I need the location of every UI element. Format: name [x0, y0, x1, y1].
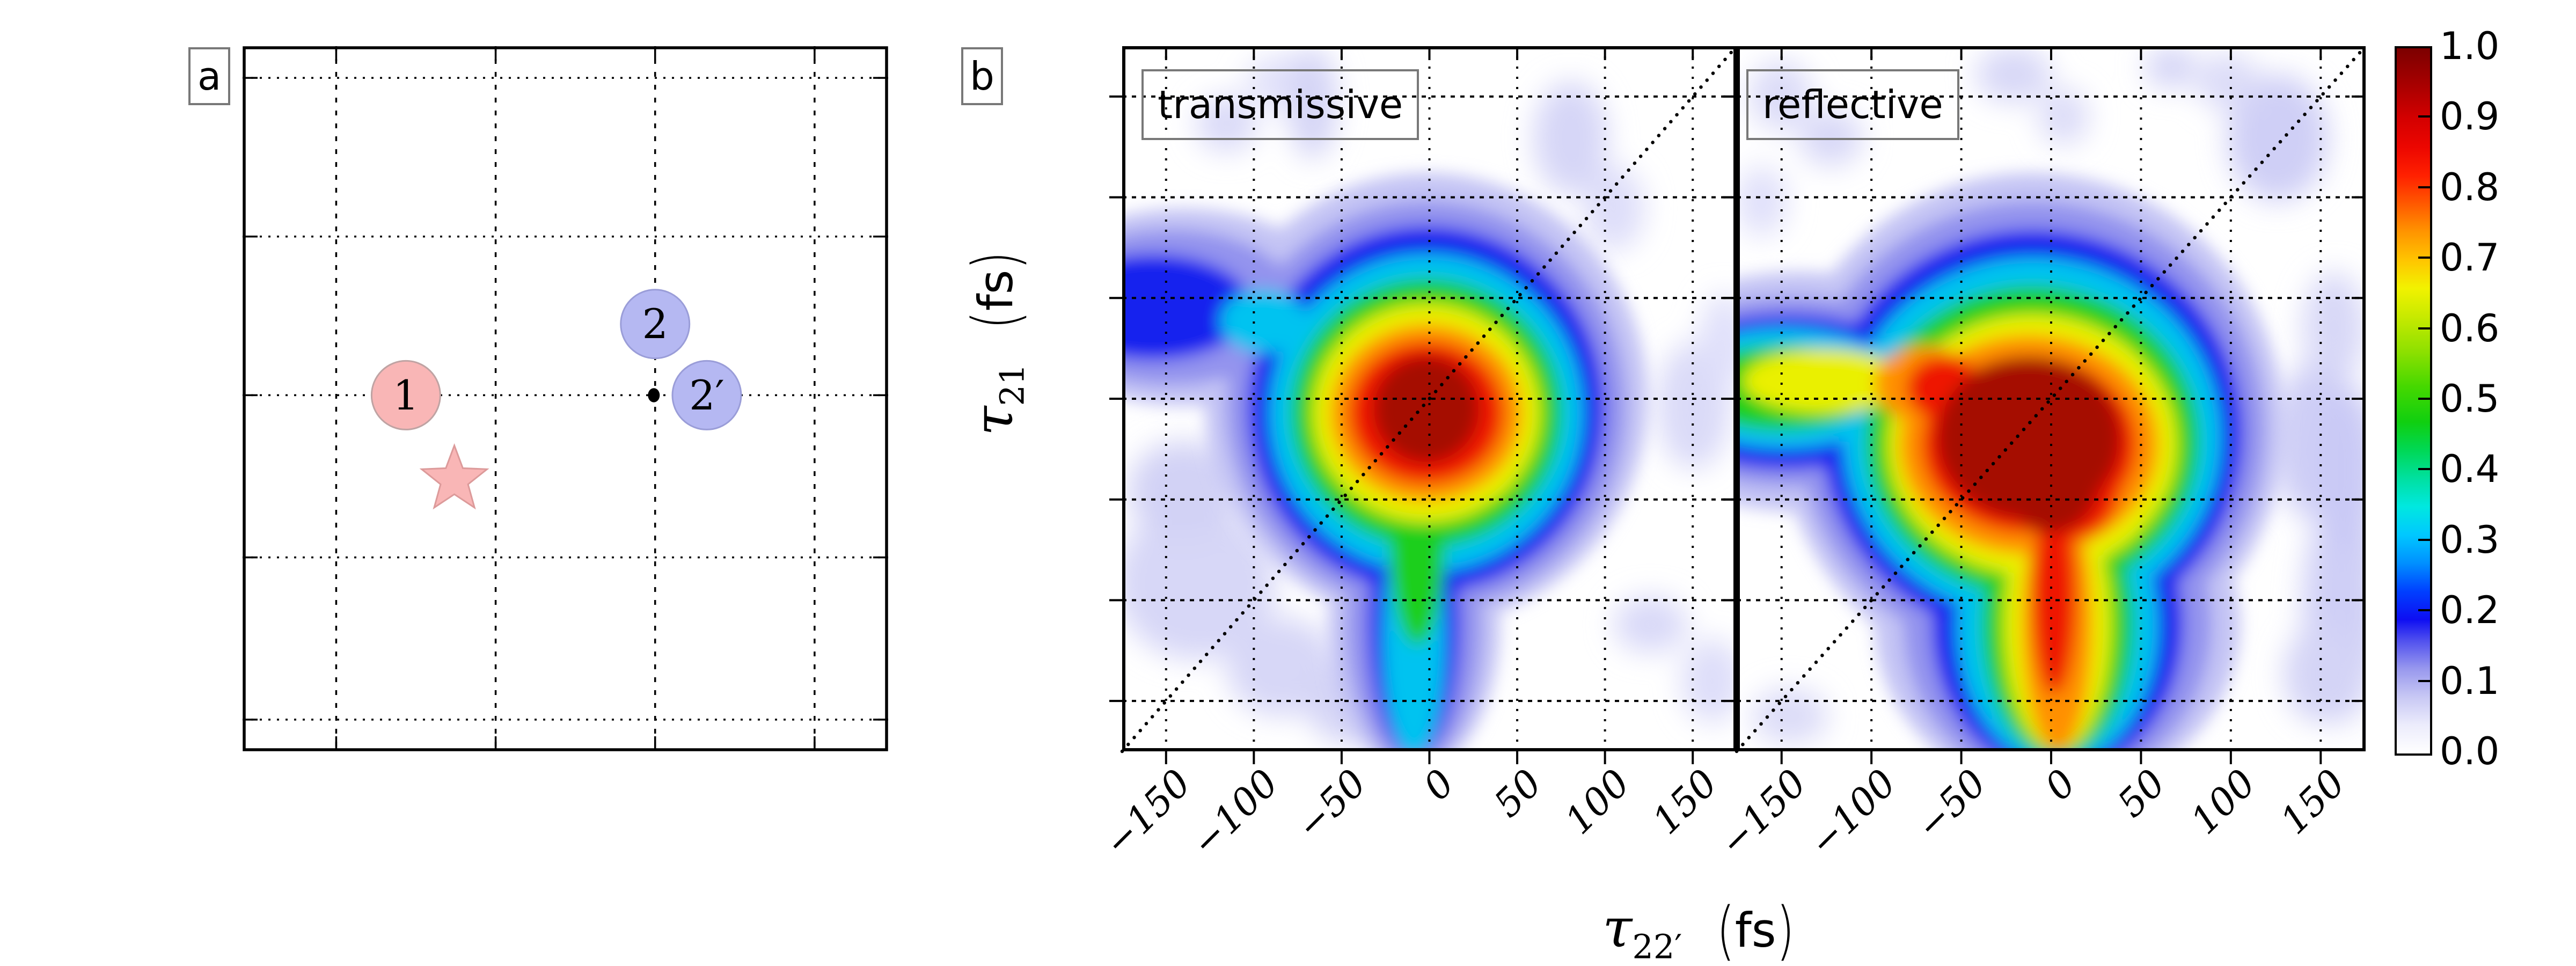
x-axis-unit-close: ): [1776, 892, 1795, 966]
gridlines: [243, 46, 888, 751]
colorbar: [2395, 46, 2432, 756]
markers: 1 2 2′: [370, 289, 742, 510]
colorbar-tick-label: 0.8: [2440, 165, 2500, 209]
pulse-circle-2: [620, 289, 691, 360]
colorbar-tick: [2418, 679, 2430, 682]
colorbar-tick-label: 0.4: [2440, 447, 2500, 492]
contour-blobs: [1122, 173, 1648, 751]
x-tick-label: −100: [1183, 760, 1287, 865]
y-axis-unit-close: ): [958, 251, 1033, 270]
pulse-circle-2′: [671, 360, 742, 430]
colorbar-tick: [2418, 186, 2430, 188]
colorbar-tick: [2418, 609, 2430, 612]
pulse-circle-label: 2: [642, 300, 668, 348]
x-tick-label: −150: [1095, 760, 1199, 865]
colorbar-tick-label: 0.2: [2440, 588, 2500, 633]
y-axis-unit-text: fs: [968, 269, 1023, 311]
pulse-circle-label: 2′: [689, 371, 724, 419]
colorbar-tick: [2418, 468, 2430, 471]
heatmap-field: [1122, 46, 1737, 751]
diagonal-guide-line: [1120, 44, 1739, 753]
x-axis-subscript: 22′: [1632, 927, 1682, 966]
colorbar-tick: [2418, 327, 2430, 330]
colorbar-tick: [2418, 538, 2430, 541]
panel-a-plot: 1 2 2′: [243, 46, 888, 751]
y-axis-subscript: 21: [992, 363, 1032, 406]
pulse-circle-label: 1: [393, 371, 419, 419]
colorbar-tick-label: 0.1: [2440, 658, 2500, 703]
transmissive-heatmap: [1109, 44, 1739, 764]
colorbar-tick: [2418, 257, 2430, 259]
reference-dot: [648, 388, 660, 402]
reflective-heatmap: [1724, 44, 2368, 764]
y-axis-unit-open: (: [958, 311, 1033, 330]
gridlines: [1122, 46, 1737, 751]
colorbar-tick-label: 0.3: [2440, 517, 2500, 562]
panel-a-letter-box: a: [188, 47, 230, 105]
y-axis-label: τ 21 (fs): [958, 251, 1033, 436]
gridlines: [1737, 46, 2366, 751]
star-marker: [419, 443, 489, 510]
axis-ticks: [244, 48, 887, 750]
x-tick-label: −150: [1710, 760, 1815, 865]
axes-border: [243, 46, 888, 751]
x-axis-unit: (fs): [1716, 898, 1795, 962]
axes-border: [1737, 46, 2366, 751]
colorbar-tick: [2418, 398, 2430, 400]
panel-b-letter-box: b: [961, 47, 1003, 105]
faint-blobs: [1737, 46, 2366, 744]
x-tick-label: −100: [1800, 760, 1905, 865]
diagonal-guide-line: [1735, 44, 2368, 753]
colorbar-tick-label: 1.0: [2440, 24, 2500, 68]
contour-blobs: [1737, 173, 2284, 751]
x-axis-unit-text: fs: [1735, 903, 1776, 958]
transmissive-title-box: transmissive: [1141, 69, 1419, 140]
axis-ticks: [1724, 48, 2364, 764]
colorbar-tick: [2418, 115, 2430, 118]
colorbar-tick-label: 0.9: [2440, 94, 2500, 139]
pulse-circle-1: [370, 360, 441, 430]
y-axis-tau: τ: [962, 406, 1025, 436]
x-axis-label: τ 22′ (fs): [1602, 897, 1795, 963]
y-axis-unit: (fs): [958, 251, 1033, 330]
x-axis-tau: τ: [1602, 897, 1633, 960]
reflective-title-box: reflective: [1746, 69, 1959, 140]
colorbar-tick-label: 0.5: [2440, 377, 2500, 421]
colorbar-tick-label: 0.6: [2440, 306, 2500, 350]
colorbar-tick-label: 0.7: [2440, 236, 2500, 280]
colorbar-tick-label: 0.0: [2440, 729, 2500, 773]
x-axis-unit-open: (: [1716, 892, 1735, 966]
heatmap-field: [1737, 46, 2366, 751]
